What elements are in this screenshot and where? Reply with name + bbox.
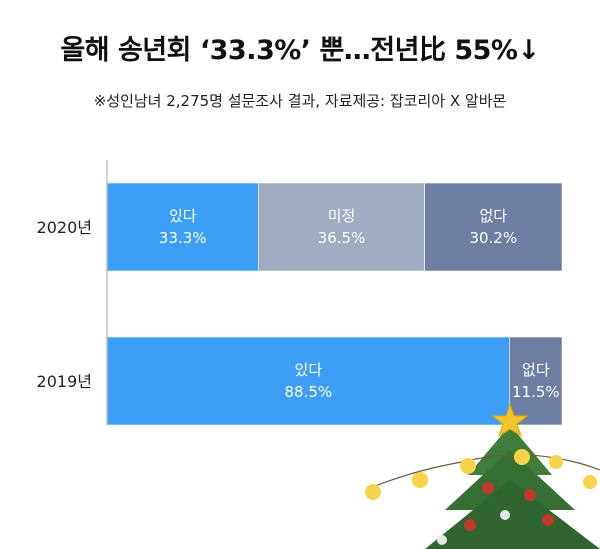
segment-series-label: 미정 bbox=[328, 207, 356, 225]
bar-segment bbox=[509, 336, 563, 426]
chart-title: 올해 송년회 ‘33.3%’ 뿐…전년比 55%↓ bbox=[60, 35, 540, 66]
segment-series-label: 있다 bbox=[169, 207, 197, 225]
segment-series-label: 없다 bbox=[522, 361, 550, 379]
segment-series-label: 있다 bbox=[295, 361, 323, 379]
category-label: 2020년 bbox=[37, 218, 92, 237]
category-label: 2019년 bbox=[37, 372, 92, 391]
segment-value-label: 88.5% bbox=[285, 383, 333, 401]
bar-segment bbox=[106, 336, 510, 426]
segment-value-label: 30.2% bbox=[469, 229, 517, 247]
segment-value-label: 11.5% bbox=[512, 383, 560, 401]
bar-segment bbox=[106, 182, 259, 272]
bar-segment bbox=[258, 182, 425, 272]
chart-subtitle: ※성인남녀 2,275명 설문조사 결과, 자료제공: 잡코리아 X 알바몬 bbox=[93, 92, 507, 110]
bar-segment bbox=[424, 182, 563, 272]
segment-series-label: 없다 bbox=[479, 207, 507, 225]
segment-value-label: 33.3% bbox=[159, 229, 207, 247]
segment-value-label: 36.5% bbox=[318, 229, 366, 247]
christmas-tree-decoration bbox=[365, 402, 600, 549]
